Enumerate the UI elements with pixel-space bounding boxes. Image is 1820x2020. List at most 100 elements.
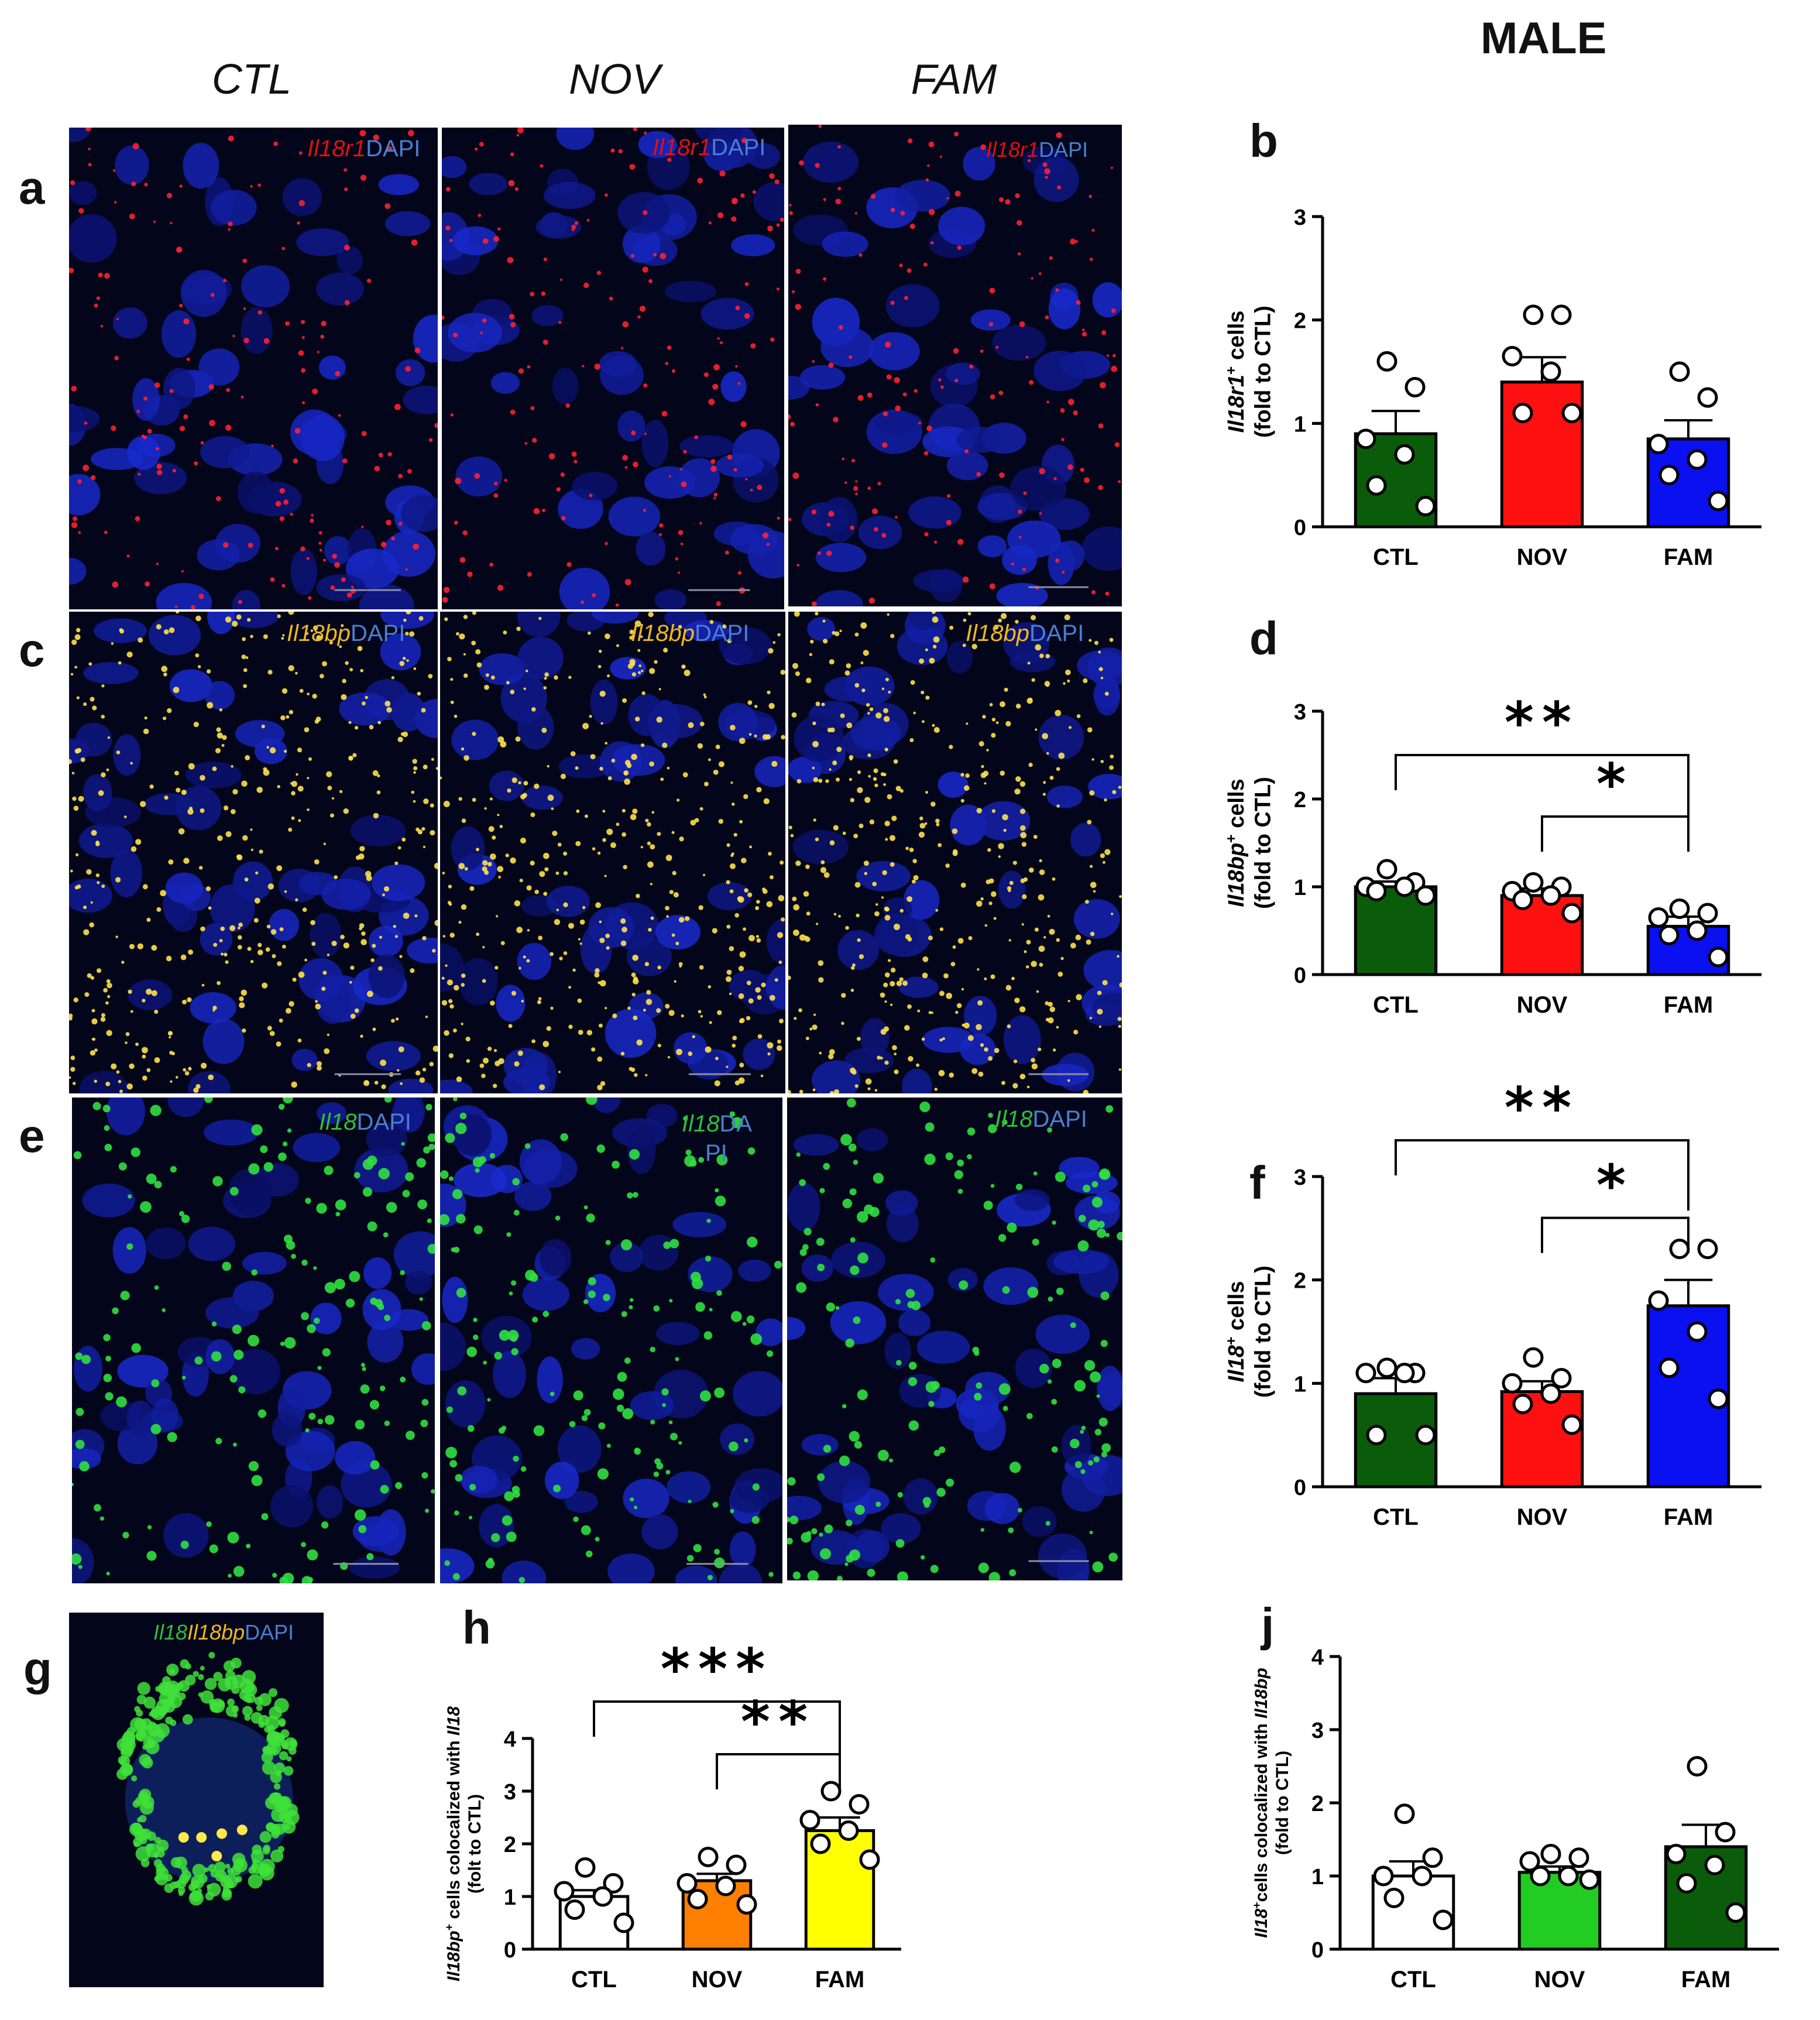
data-point — [799, 1810, 820, 1830]
y-axis-label: Il18bp+ cells colocalized with Il18(folt… — [443, 1706, 485, 1981]
data-point — [1697, 903, 1718, 924]
chart-d: 0 1 2 3 Il18bp+ cells (fold to CTL) CTL NOV FAM *… — [1200, 618, 1785, 1039]
significance-bracket — [593, 1700, 841, 1772]
chart-svg: 0 1 2 3 4 Il18+cells colocalized with Il18bp(… — [1251, 1645, 1779, 1992]
data-point — [1523, 872, 1544, 893]
data-point — [1376, 859, 1397, 880]
y-tick-label: 3 — [1311, 1719, 1324, 1743]
figure-title: MALE — [1481, 13, 1607, 63]
micrograph-a-ctl — [69, 128, 438, 609]
x-tick-label: FAM — [815, 1967, 864, 1992]
x-tick-label: NOV — [692, 1967, 743, 1992]
panel-letter-a: a — [19, 162, 45, 214]
data-point — [810, 1833, 831, 1854]
data-point — [1648, 434, 1669, 455]
x-tick-label: NOV — [1534, 1967, 1585, 1992]
x-tick-label: NOV — [1517, 1504, 1568, 1530]
micrograph-image — [440, 612, 785, 1093]
data-point — [1551, 304, 1572, 325]
y-axis-label-line2: (fold to CTL) — [1251, 1265, 1276, 1398]
data-point — [1687, 449, 1708, 470]
significance-label: * — [1596, 1153, 1634, 1219]
y-tick-label: 0 — [1311, 1938, 1324, 1963]
data-point — [1540, 1844, 1561, 1864]
panel-letter-g: g — [23, 1642, 52, 1695]
data-point — [554, 1881, 575, 1902]
data-point — [1687, 1321, 1708, 1342]
data-point — [1405, 377, 1426, 397]
label-c-fam: Il18bpDAPI — [966, 620, 1084, 647]
label-c-nov: Il18bpDAPI — [631, 620, 749, 647]
data-point — [1530, 1865, 1551, 1887]
gene-label: Il18r1 — [653, 135, 712, 160]
data-point — [1512, 890, 1533, 910]
y-tick-label: 2 — [1294, 309, 1306, 334]
gene-label: Il18r1 — [307, 136, 366, 162]
significance-bracket — [716, 1753, 841, 1789]
x-tick-label: FAM — [1664, 544, 1713, 570]
y-axis-label-line1: Il18bp+ cells colocalized with Il18 — [443, 1706, 463, 1981]
dapi-label-part2: PI — [705, 1140, 727, 1166]
micrograph-image — [69, 128, 438, 609]
y-axis-label-line1: Il18r1+ cells — [1224, 311, 1249, 433]
data-point — [1715, 1822, 1736, 1843]
data-point — [1658, 465, 1680, 486]
data-point — [1687, 1756, 1708, 1776]
micrograph-image — [442, 128, 784, 609]
data-point — [1394, 444, 1415, 465]
significance-label: * — [1596, 752, 1634, 817]
y-axis-label: Il18r1+ cells (fold to CTL) — [1224, 306, 1276, 438]
micrograph-image — [69, 1613, 324, 1987]
micrograph-e-fam — [787, 1098, 1122, 1580]
data-point — [1540, 361, 1561, 382]
micrograph-a-fam — [788, 125, 1122, 606]
data-point — [1551, 1368, 1572, 1388]
dapi-label: DAPI — [1032, 1106, 1087, 1132]
y-axis-label-line2: (fold to CTL) — [1251, 777, 1276, 909]
y-tick-label: 2 — [1294, 788, 1306, 812]
data-point — [1512, 1394, 1533, 1415]
data-point — [726, 1854, 747, 1875]
label-a-ctl: Il18r1DAPI — [307, 136, 420, 162]
label-e-fam: Il18DAPI — [995, 1106, 1087, 1133]
micrograph-image — [69, 612, 438, 1093]
data-point — [1394, 876, 1415, 897]
y-tick-label: 4 — [1311, 1645, 1324, 1670]
label-a-nov: Il18r1DAPI — [653, 135, 765, 161]
data-point — [1540, 885, 1561, 906]
y-tick-label: 2 — [504, 1833, 516, 1857]
data-point — [1383, 1888, 1405, 1908]
y-axis-label-line2: (folt to CTL) — [465, 1794, 485, 1894]
micrograph-image — [788, 612, 1122, 1093]
data-point — [1355, 428, 1376, 450]
dapi-label: DAPI — [711, 135, 766, 160]
dapi-label-part1: DA — [719, 1111, 753, 1137]
chart-f: 0 1 2 3 Il18+ cells (fold to CTL) CTL NOV FAM ** * — [1200, 1075, 1785, 1551]
data-point — [575, 1857, 596, 1878]
micrograph-e-nov — [440, 1098, 782, 1583]
column-header-nov: NOV — [568, 56, 661, 103]
column-header-ctl: CTL — [211, 56, 292, 103]
data-point — [1708, 491, 1729, 512]
data-point — [1669, 898, 1690, 919]
y-axis-label: Il18+cells colocalized with Il18bp(fold … — [1251, 1668, 1292, 1938]
x-tick-label: NOV — [1517, 992, 1568, 1018]
y-tick-label: 1 — [1294, 876, 1306, 900]
data-point — [820, 1781, 842, 1802]
x-tick-label: NOV — [1517, 544, 1568, 570]
data-point — [1658, 925, 1680, 945]
x-tick-label: CTL — [1373, 544, 1419, 570]
micrograph-image — [72, 1098, 435, 1583]
data-point — [1422, 1847, 1443, 1868]
panel-letter-h: h — [462, 1601, 491, 1654]
data-point — [1704, 1854, 1725, 1875]
y-tick-label: 0 — [1294, 963, 1306, 988]
dapi-label: DAPI — [694, 620, 750, 646]
panel-letter-d: d — [1249, 612, 1278, 664]
data-point — [859, 1849, 880, 1870]
data-point — [1433, 1909, 1454, 1930]
data-point — [1502, 346, 1523, 366]
data-point — [1708, 1388, 1729, 1409]
dapi-label: DAPI — [1029, 620, 1084, 646]
y-tick-label: 0 — [504, 1938, 516, 1963]
